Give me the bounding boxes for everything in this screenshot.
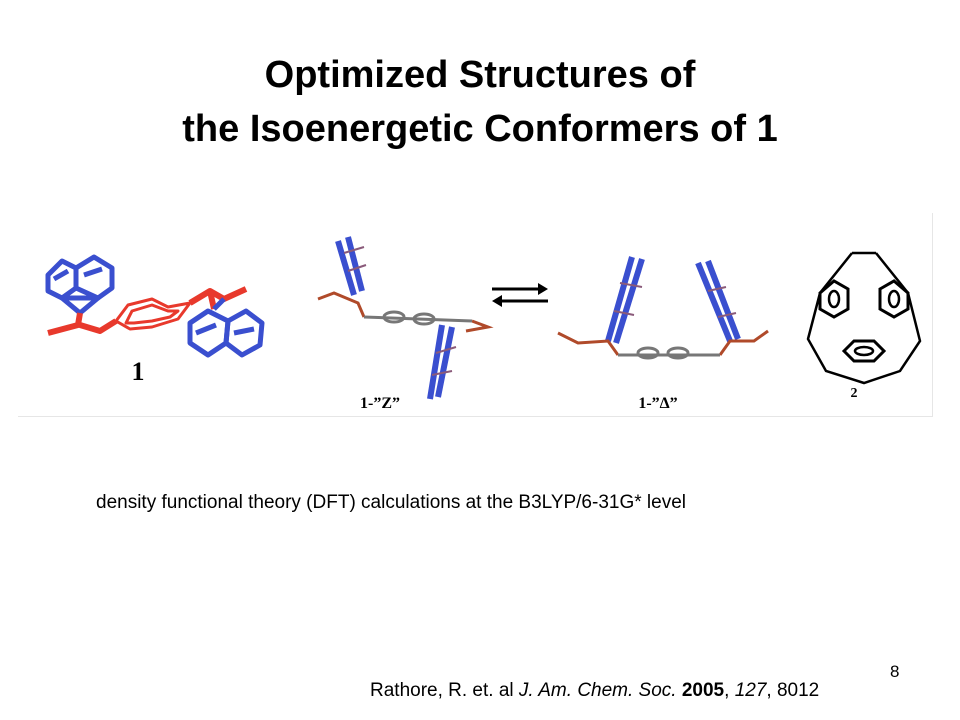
citation-pages: 8012 xyxy=(776,680,820,701)
citation-volume: 127 xyxy=(734,680,767,701)
conformers-figure: 1 1-”Z” xyxy=(18,213,933,417)
citation: Rathore, R. et. al J. Am. Chem. Soc. 200… xyxy=(370,680,819,702)
page-number: 8 xyxy=(890,662,900,681)
label-compound-2: 2 xyxy=(851,386,858,401)
delta-conformer-structure xyxy=(557,256,769,360)
figure-caption: density functional theory (DFT) calculat… xyxy=(96,492,686,513)
label-compound-1: 1 xyxy=(132,357,145,386)
slide-title-line-2: the Isoenergetic Conformers of 1 xyxy=(182,108,778,150)
citation-sep-2: , xyxy=(724,680,735,701)
equilibrium-arrows xyxy=(492,283,548,307)
citation-journal: J. Am. Chem. Soc. xyxy=(518,680,677,701)
citation-authors: Rathore, R. et. al xyxy=(370,680,519,701)
citation-sep-3: , xyxy=(766,680,777,701)
citation-year: 2005 xyxy=(681,680,725,701)
slide-title-line-1: Optimized Structures of xyxy=(264,54,696,96)
label-delta-conformer: 1-”Δ” xyxy=(638,395,677,412)
label-z-conformer: 1-”Z” xyxy=(360,395,400,412)
compound-2-structure xyxy=(806,251,922,385)
z-conformer-structure xyxy=(317,236,494,400)
compound-1-structure xyxy=(45,254,265,358)
